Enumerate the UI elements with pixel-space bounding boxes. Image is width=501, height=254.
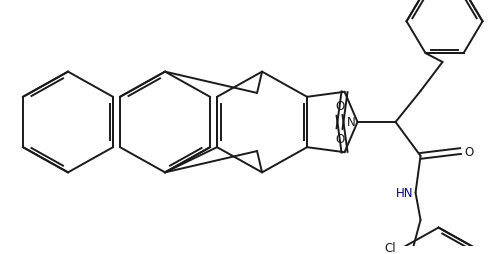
Text: Cl: Cl — [385, 242, 396, 254]
Text: O: O — [464, 145, 474, 158]
Text: N: N — [347, 116, 356, 129]
Text: HN: HN — [396, 186, 413, 199]
Text: O: O — [335, 133, 344, 146]
Text: O: O — [335, 99, 344, 112]
